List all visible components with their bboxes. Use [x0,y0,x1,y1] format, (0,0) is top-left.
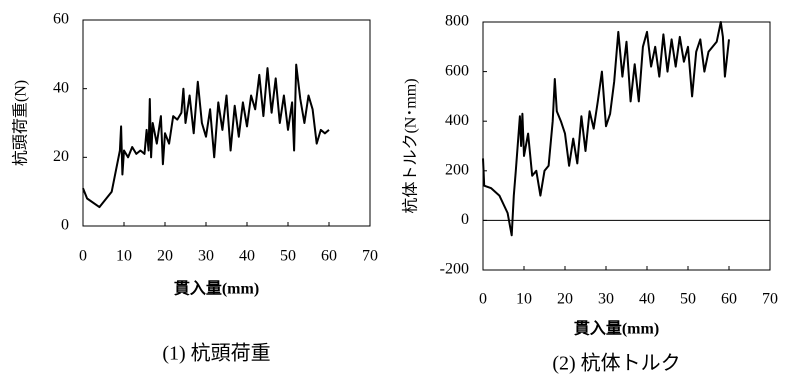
x-tick-label: 30 [198,248,214,265]
data-line [482,21,730,237]
x-tick-label: 50 [680,291,696,308]
plot-frame [82,19,371,227]
x-tick-label: 40 [639,291,655,308]
y-tick-label: 0 [461,211,469,228]
y-tick-label: 200 [445,161,469,178]
y-axis-label: 杭頭荷重(N) [12,80,30,166]
caption: (2) 杭体トルク [552,352,680,375]
y-axis-label: 杭体トルク(N･mm) [402,78,420,213]
x-axis-label: 貫入量(mm) [174,279,259,298]
y-tick-label: 400 [445,112,469,129]
x-tick-label: 40 [239,248,255,265]
y-tick-label: 800 [445,13,469,30]
x-tick-label: 70 [762,291,778,308]
y-tick-label: 0 [61,217,69,234]
x-tick-label: 60 [321,248,337,265]
x-tick-label: 20 [557,291,573,308]
x-tick-label: 70 [362,248,378,265]
x-tick-label: 50 [280,248,296,265]
y-tick-label: -200 [440,261,469,278]
x-tick-label: 60 [721,291,737,308]
data-line [82,63,330,209]
x-tick-label: 0 [79,248,87,265]
x-tick-label: 10 [116,248,132,265]
y-tick-label: 600 [445,62,469,79]
plot-frame [482,21,771,271]
x-tick-label: 20 [157,248,173,265]
x-tick-label: 0 [479,291,487,308]
y-tick-label: 60 [53,11,69,28]
y-tick-label: 20 [53,148,69,165]
x-tick-label: 30 [598,291,614,308]
x-tick-label: 10 [516,291,532,308]
y-tick-label: 40 [53,79,69,96]
caption: (1) 杭頭荷重 [162,342,270,365]
x-axis-label: 貫入量(mm) [574,319,659,338]
